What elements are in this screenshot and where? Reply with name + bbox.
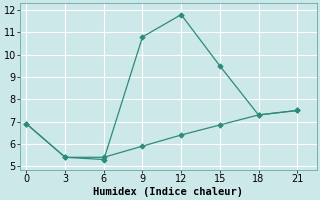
X-axis label: Humidex (Indice chaleur): Humidex (Indice chaleur) (93, 186, 243, 197)
